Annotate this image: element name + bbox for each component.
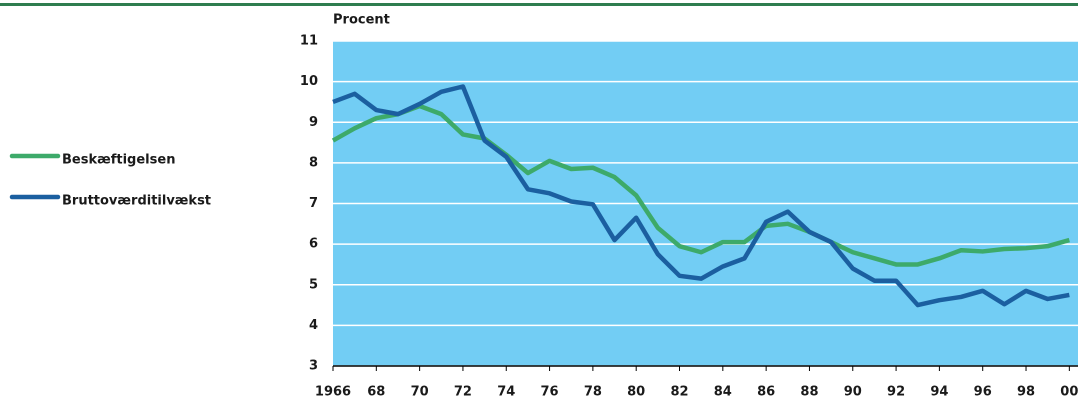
y-tick-label: 7 xyxy=(309,196,318,211)
x-tick-label: 96 xyxy=(974,385,992,400)
legend-label: Beskæftigelsen xyxy=(62,153,175,168)
y-tick-label: 6 xyxy=(309,237,318,252)
x-tick-label: 1966 xyxy=(315,385,351,400)
y-tick-label: 10 xyxy=(300,74,318,89)
x-tick-label: 82 xyxy=(670,385,688,400)
x-tick-label: 98 xyxy=(1017,385,1035,400)
series-line xyxy=(332,84,1070,308)
y-tick-label: 11 xyxy=(300,34,318,49)
y-tick-label: 8 xyxy=(309,155,318,170)
x-tick-label: 86 xyxy=(757,385,775,400)
x-tick-label: 94 xyxy=(930,385,948,400)
legend-label: Bruttoværditilvækst xyxy=(62,194,211,209)
x-tick-label: 00 xyxy=(1060,385,1078,400)
x-tick-label: 92 xyxy=(887,385,905,400)
x-tick-label: 72 xyxy=(454,385,472,400)
y-tick-label: 9 xyxy=(309,115,318,130)
x-tick-label: 74 xyxy=(497,385,515,400)
x-tick-label: 68 xyxy=(367,385,385,400)
x-tick-label: 70 xyxy=(411,385,429,400)
x-tick-label: 88 xyxy=(800,385,818,400)
x-tick-label: 80 xyxy=(627,385,645,400)
top-rule xyxy=(0,3,1078,6)
y-tick-label: 3 xyxy=(309,359,318,374)
x-tick-label: 84 xyxy=(714,385,732,400)
series-line xyxy=(331,103,1070,267)
x-tick-label: 90 xyxy=(844,385,862,400)
y-axis-label: Procent xyxy=(333,13,390,28)
y-tick-label: 4 xyxy=(309,318,318,333)
x-tick-label: 76 xyxy=(541,385,559,400)
y-tick-label: 5 xyxy=(309,277,318,292)
x-tick-label: 78 xyxy=(584,385,602,400)
